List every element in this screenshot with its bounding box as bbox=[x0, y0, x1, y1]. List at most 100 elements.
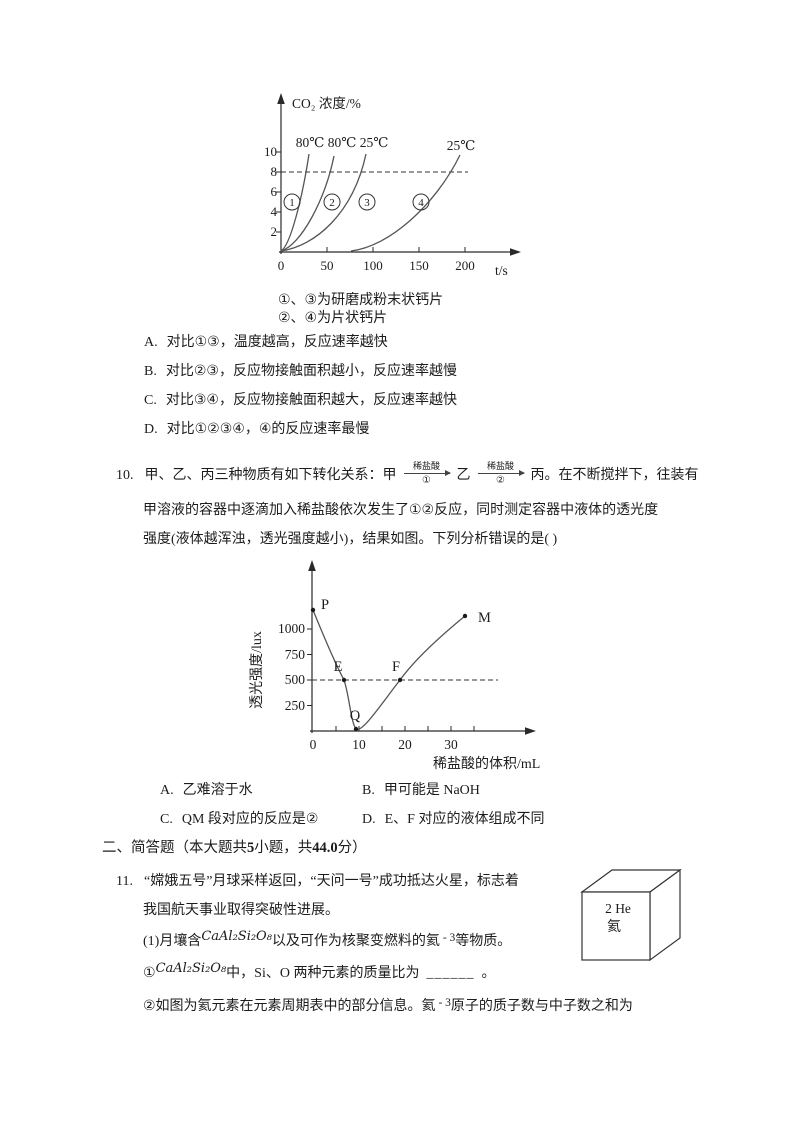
chart1-curve-2 bbox=[280, 155, 335, 252]
chart2-xtick-20: 20 bbox=[398, 737, 412, 752]
q11-s1-num: ① bbox=[143, 966, 156, 981]
q9-option-b-label: B. bbox=[144, 364, 157, 379]
chart1-ytick-6: 6 bbox=[271, 184, 278, 199]
chart1-curve-4 bbox=[350, 154, 461, 252]
chart1-note-1: ①、③为研磨成粉末状钙片 bbox=[278, 293, 444, 308]
q9-option-b: B. 对比②③，反应物接触面积越小，反应速率越慢 bbox=[144, 362, 457, 381]
q10-option-b-label: B. bbox=[362, 783, 375, 798]
q10-arrow2-step: ② bbox=[496, 475, 505, 486]
chart1-temp-label-4: 25℃ bbox=[447, 138, 476, 153]
section2-header: 二、简答题（本大题共5小题，共44.0分） bbox=[102, 839, 367, 858]
section2-points: 44.0 bbox=[312, 840, 338, 856]
q10-option-d-label: D. bbox=[362, 812, 376, 827]
q10-arrow2-icon bbox=[477, 470, 525, 476]
q10-line3: 强度(液体越浑浊，透光强度越小)，结果如图。下列分析错误的是( ) bbox=[143, 532, 558, 547]
q10-text-pre: 甲、乙、丙三种物质有如下转化关系：甲 bbox=[144, 468, 397, 484]
chart1-series3-circle-icon bbox=[358, 193, 376, 211]
chart1-series2-circle-icon bbox=[323, 193, 341, 211]
q9-option-b-text: 对比②③，反应物接触面积越小，反应速率越慢 bbox=[165, 364, 457, 379]
chart2-point-Q bbox=[353, 726, 359, 732]
chart1-ytick-4: 4 bbox=[271, 204, 278, 219]
q11-p1-tail: 等物质。 bbox=[455, 934, 512, 949]
chart1-series1-circle-icon bbox=[283, 193, 301, 211]
q10-option-b-text: 甲可能是 NaOH bbox=[383, 783, 480, 798]
q11-s1-mid: 中，Si、O 两种元素的质量比为 bbox=[226, 966, 420, 981]
section2-seg3: 分） bbox=[337, 840, 367, 856]
section2-seg2: 小题，共 bbox=[254, 840, 313, 856]
chart1-x-arrow-icon bbox=[510, 248, 521, 256]
q9-option-a-text: 对比①③，温度越高，反应速率越快 bbox=[166, 335, 388, 350]
helium-symbol: 2 He bbox=[605, 901, 631, 916]
chart1-xtick-0: 0 bbox=[278, 258, 285, 273]
q11-line1-text: “嫦娥五号”月球采样返回，“天问一号”成功抵达火星，标志着 bbox=[143, 874, 519, 889]
transmission-chart-svg: 透光强度/lux 250 500 750 1000 0 10 20 30 bbox=[249, 560, 540, 772]
chart1-series4-circle-icon bbox=[412, 193, 430, 211]
chart1-ytick-2: 2 bbox=[271, 224, 278, 239]
q10-reaction-arrow-2: 稀盐酸 ② bbox=[477, 461, 525, 486]
q10-arrow2-reagent: 稀盐酸 bbox=[486, 461, 514, 471]
chart2-ytick-1000: 1000 bbox=[278, 621, 305, 636]
q11-s2-pre: ②如图为氦元素在元素周期表中的部分信息。氦 bbox=[143, 999, 436, 1014]
q11-line2: 我国航天事业取得突破性进展。 bbox=[143, 903, 339, 918]
q9-option-d-label: D. bbox=[144, 422, 158, 437]
q11-part1: (1)月壤含CaAl₂Si₂O₈以及可作为核聚变燃料的氦 - 3等物质。 bbox=[143, 929, 512, 952]
chart2-xtick-0: 0 bbox=[310, 737, 317, 752]
chart2-point-E bbox=[341, 677, 347, 683]
q11-s1-answer-blank: ______ bbox=[426, 966, 475, 981]
chart1-xtick-100: 100 bbox=[363, 258, 383, 273]
section2-count: 5 bbox=[247, 840, 255, 856]
q9-option-d-text: 对比①②③④，④的反应速率最慢 bbox=[166, 422, 370, 437]
chart2-ytick-500: 500 bbox=[285, 672, 306, 687]
q10-option-b: B. 甲可能是 NaOH bbox=[362, 781, 480, 800]
q9-option-d: D. 对比①②③④，④的反应速率最慢 bbox=[144, 420, 369, 439]
chart1-temp-label-3: 25℃ bbox=[360, 135, 389, 150]
q10-option-d: D. E、F 对应的液体组成不同 bbox=[362, 810, 544, 829]
q10-arrow1-step: ① bbox=[422, 475, 431, 486]
chart1-note-2: ②、④为片状钙片 bbox=[278, 311, 388, 326]
q11-s2-isotope: - 3 bbox=[435, 997, 451, 1009]
q11-s2-tail: 原子的质子数与中子数之和为 bbox=[450, 999, 633, 1014]
chart1-curve-3 bbox=[280, 153, 367, 252]
q11-sub1: ①CaAl₂Si₂O₈中，Si、O 两种元素的质量比为 ______ 。 bbox=[143, 961, 495, 983]
q10-option-a: A. 乙难溶于水 bbox=[160, 781, 253, 800]
helium-cube-svg: 2 He 氦 bbox=[580, 868, 682, 962]
chart2-xtick-30: 30 bbox=[444, 737, 458, 752]
q10-line1: 10. 甲、乙、丙三种物质有如下转化关系：甲 稀盐酸 ① 乙 稀盐酸 ② 丙。在不断搅拌下，往… bbox=[116, 461, 699, 488]
chart2-ytick-750: 750 bbox=[285, 647, 306, 662]
section2-seg1: 二、简答题（本大题共 bbox=[102, 840, 247, 856]
q11-p1-isotope: - 3 bbox=[439, 932, 456, 944]
q11-sub2: ②如图为氦元素在元素周期表中的部分信息。氦 - 3原子的质子数与中子数之和为 bbox=[143, 997, 633, 1017]
chart2-point-M bbox=[462, 613, 468, 619]
chart1-temp-label-2: 80℃ bbox=[328, 135, 357, 150]
q9-option-c-text: 对比③④，反应物接触面积越大，反应速率越快 bbox=[165, 393, 457, 408]
helium-element-cube: 2 He 氦 bbox=[575, 860, 690, 978]
chart1-series4-num: 4 bbox=[418, 197, 424, 209]
q11-number: 11. bbox=[116, 874, 133, 889]
chart2-ytick-250: 250 bbox=[285, 698, 306, 713]
q10-option-c-text: QM 段对应的反应是② bbox=[181, 812, 319, 827]
q10-reaction-arrow-1: 稀盐酸 ① bbox=[403, 462, 451, 486]
q10-number: 10. bbox=[116, 468, 134, 484]
chart2-y-arrow-icon bbox=[308, 560, 316, 571]
chart2-label-M: M bbox=[478, 610, 491, 626]
transmission-chart: 透光强度/lux 250 500 750 1000 0 10 20 30 bbox=[245, 557, 565, 781]
q9-option-c-label: C. bbox=[144, 393, 157, 408]
q10-text-mid: 乙 bbox=[456, 468, 471, 484]
q10-option-a-text: 乙难溶于水 bbox=[182, 783, 253, 798]
chart2-x-axis-title: 稀盐酸的体积/mL bbox=[433, 756, 540, 772]
chart1-ytick-10: 10 bbox=[264, 144, 277, 159]
chart1-xtick-50: 50 bbox=[321, 258, 334, 273]
q11-s1-formula: CaAl₂Si₂O₈ bbox=[155, 961, 227, 976]
q11-p1-mid: 以及可作为核聚变燃料的氦 bbox=[271, 934, 440, 949]
chart2-label-E: E bbox=[334, 659, 343, 675]
q11-line1: 11. “嫦娥五号”月球采样返回，“天问一号”成功抵达火星，标志着 bbox=[116, 872, 519, 891]
co2-concentration-chart: CO₂ 浓度/% 2 4 6 8 10 0 50 100 150 200 t/s bbox=[263, 88, 543, 296]
chart1-xtick-200: 200 bbox=[455, 258, 475, 273]
co2-chart-svg: CO₂ 浓度/% 2 4 6 8 10 0 50 100 150 200 t/s bbox=[264, 93, 521, 278]
q10-text-post: 丙。在不断搅拌下，往装有 bbox=[530, 468, 699, 484]
chart2-label-Q: Q bbox=[350, 708, 361, 724]
q11-p1-formula: CaAl₂Si₂O₈ bbox=[201, 929, 272, 944]
q9-option-a-label: A. bbox=[144, 335, 158, 350]
chart1-series3-num: 3 bbox=[364, 197, 370, 209]
chart1-temp-label-1: 80℃ bbox=[296, 135, 325, 150]
